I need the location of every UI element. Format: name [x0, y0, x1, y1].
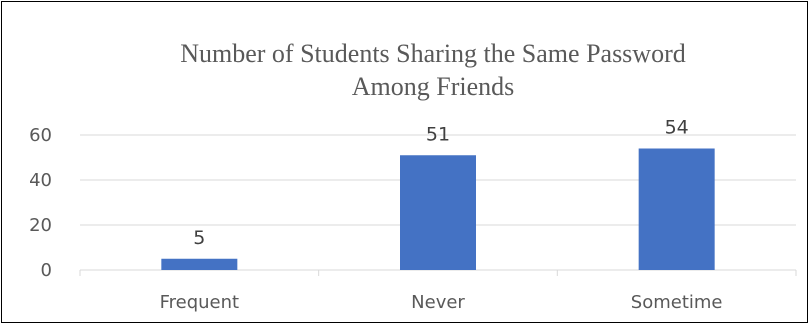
- bar-sometime: [638, 148, 715, 270]
- labels: 0 20 40 60 5 Frequent 51 Never 54 Sometime: [29, 117, 722, 314]
- chart-title-line-2: Among Friends: [352, 72, 515, 101]
- bar-never: [400, 155, 476, 270]
- bar-frequent: [161, 258, 238, 270]
- category-label-frequent: Frequent: [160, 292, 240, 313]
- category-label-never: Never: [411, 292, 465, 313]
- bars: [161, 148, 715, 270]
- data-label-never: 51: [426, 123, 450, 145]
- y-tick-label-20: 20: [29, 215, 52, 236]
- data-label-sometime: 54: [665, 117, 689, 139]
- category-label-sometime: Sometime: [631, 292, 723, 313]
- y-tick-label-40: 40: [29, 170, 52, 191]
- data-label-frequent: 5: [193, 227, 205, 249]
- y-tick-label-60: 60: [29, 125, 52, 146]
- y-tick-label-0: 0: [41, 260, 52, 281]
- chart-title-line-1: Number of Students Sharing the Same Pass…: [180, 39, 686, 68]
